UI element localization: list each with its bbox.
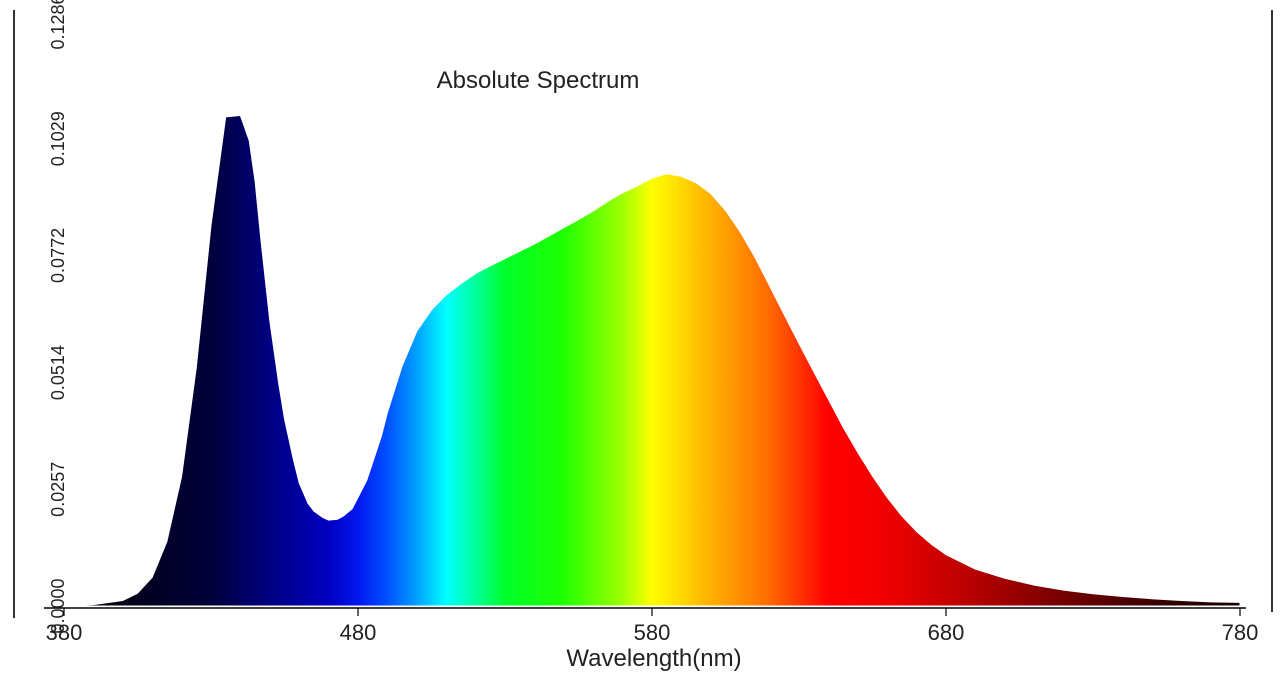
y-axis-ticks: 0.0000 0.0257 0.0514 0.0772 0.1029 0.1286 (48, 0, 68, 634)
x-tick-label: 380 (46, 620, 83, 645)
y-tick-label: 0.1029 (48, 111, 68, 166)
x-tick-label: 780 (1222, 620, 1259, 645)
x-tick-label: 580 (634, 620, 671, 645)
y-tick-label: 0.0257 (48, 462, 68, 517)
y-tick-label: 0.0000 (48, 578, 68, 633)
x-tick-label: 480 (340, 620, 377, 645)
x-axis-ticks: 380 480 580 680 780 (46, 608, 1259, 645)
chart-title: Absolute Spectrum (437, 67, 640, 94)
x-tick-label: 680 (928, 620, 965, 645)
y-tick-label: 0.0772 (48, 228, 68, 283)
y-tick-label: 0.1286 (48, 0, 68, 50)
spectrum-area (63, 115, 1241, 607)
x-axis-label: Wavelength(nm) (566, 645, 741, 672)
y-tick-label: 0.0514 (48, 345, 68, 400)
